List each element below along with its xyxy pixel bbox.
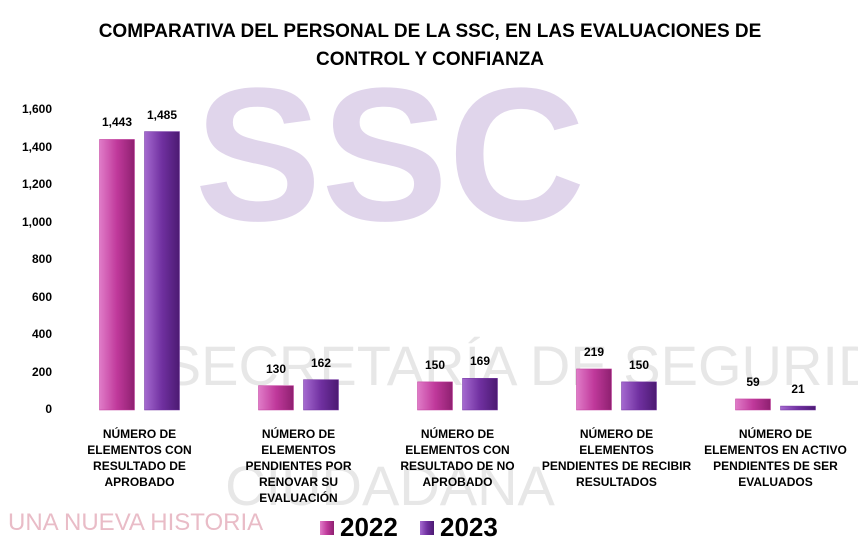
value-label: 59 (746, 374, 760, 389)
watermark-line: CIUDADANA (225, 454, 555, 517)
y-tick-label: 1,400 (21, 139, 52, 154)
bar (735, 398, 771, 411)
y-tick-label: 1,200 (21, 177, 52, 191)
y-tick-label: 0 (45, 402, 52, 416)
bar (780, 405, 816, 411)
bar (144, 131, 180, 411)
bar (576, 368, 612, 411)
value-label: 21 (791, 382, 805, 397)
x-tick-label: NÚMERO DE ELEMENTOS CON RESULTADO DE NO … (400, 427, 515, 489)
y-tick-label: 800 (31, 252, 52, 266)
bar (621, 381, 657, 411)
value-label: 130 (265, 361, 287, 376)
bar (99, 139, 135, 411)
bar (303, 379, 339, 411)
legend-swatch (320, 521, 334, 535)
x-tick-label: NÚMERO DE ELEMENTOS PENDIENTES POR RENOV… (245, 427, 352, 505)
y-tick-label: 200 (31, 364, 52, 379)
chart-title: COMPARATIVA DEL PERSONAL DE LA SSC, EN L… (98, 21, 762, 70)
watermark-slogan: UNA NUEVA HISTORIA (8, 509, 263, 536)
y-tick-label: 600 (31, 289, 52, 304)
value-label: 150 (424, 357, 446, 372)
value-label: 162 (310, 355, 332, 370)
value-label: 150 (628, 357, 650, 372)
bar (462, 378, 498, 411)
x-tick-label: NÚMERO DE ELEMENTOS PENDIENTES DE RECIBI… (541, 427, 692, 489)
watermark-logo: SSC (195, 49, 586, 261)
legend-label: 2023 (440, 512, 498, 542)
x-tick-label: NÚMERO DE ELEMENTOS EN ACTIVO PENDIENTES… (704, 427, 847, 489)
y-tick-label: 1,000 (21, 214, 52, 229)
y-tick-label: 1,600 (21, 102, 52, 116)
value-label: 219 (583, 344, 605, 359)
value-label: 1,485 (146, 107, 178, 122)
x-tick-label: NÚMERO DE ELEMENTOS CON RESULTADO DE APR… (87, 427, 192, 489)
bar (258, 385, 294, 411)
value-label: 1,443 (101, 115, 133, 130)
legend-label: 2022 (340, 512, 398, 542)
y-tick-label: 400 (31, 327, 52, 341)
bar (417, 381, 453, 411)
value-label: 169 (469, 354, 491, 369)
legend-swatch (420, 521, 434, 535)
